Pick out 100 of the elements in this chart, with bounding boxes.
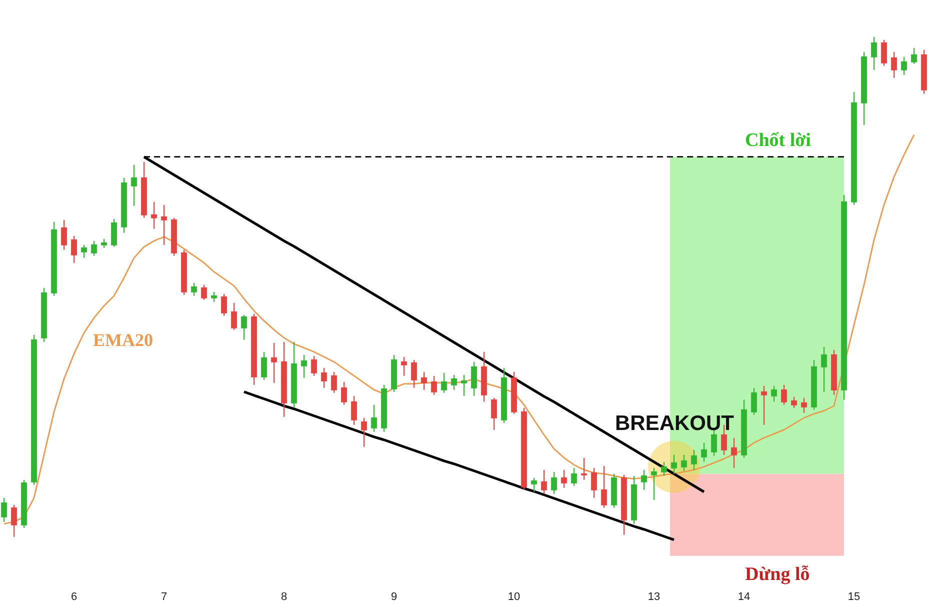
candlestick [241, 314, 247, 340]
x-tick-label: 10 [508, 591, 520, 603]
candlestick [1, 497, 7, 522]
candlestick [31, 334, 37, 486]
candlestick [21, 479, 27, 528]
candlestick [571, 467, 577, 486]
candlestick [91, 240, 97, 256]
candlestick [391, 354, 397, 392]
candlestick [851, 91, 857, 206]
band-label: Dừng lỗ [745, 564, 810, 585]
candlestick [461, 374, 467, 396]
candlestick [521, 407, 527, 490]
x-tick-label: 15 [848, 591, 860, 603]
candlestick [61, 219, 67, 250]
candlestick [171, 217, 177, 256]
candlestick [231, 302, 237, 330]
candlestick [751, 387, 757, 416]
candlestick [371, 404, 377, 432]
candlestick [591, 467, 597, 498]
candlestick [71, 235, 77, 264]
candlestick [831, 349, 837, 396]
candlestick [481, 351, 487, 402]
candlestick [661, 461, 667, 476]
candlestick [541, 469, 547, 494]
candlestick [771, 385, 777, 402]
candlestick [381, 384, 387, 432]
candlestick [471, 361, 477, 396]
candlestick [81, 244, 87, 258]
candlestick [311, 355, 317, 376]
candlestick [761, 385, 767, 426]
candlestick [681, 454, 687, 472]
candlestick [411, 359, 417, 388]
candlestick [791, 396, 797, 408]
candlestick [401, 356, 407, 376]
candlestick [131, 164, 137, 206]
candlestick [701, 442, 707, 462]
x-tick-label: 9 [390, 591, 398, 603]
x-tick-label: 8 [280, 591, 288, 603]
candlestick [531, 477, 537, 492]
series-label: EMA20 [93, 330, 153, 350]
candlestick [431, 375, 437, 396]
x-tick-label: 7 [160, 591, 168, 603]
candlestick [301, 354, 307, 378]
candlestick [491, 397, 497, 430]
x-tick-label: 13 [648, 591, 660, 603]
candlestick [211, 291, 217, 302]
candlestick [821, 346, 827, 392]
candlestick [511, 371, 517, 414]
candlestick [191, 282, 197, 296]
candlestick [671, 454, 677, 474]
x-tick-label: 14 [738, 591, 750, 603]
candlestick [861, 51, 867, 126]
candlestick [291, 341, 297, 408]
candlestick [221, 293, 227, 316]
candlestick [611, 473, 617, 508]
candlestick [101, 238, 107, 248]
candlestick [421, 371, 427, 390]
candlestick [731, 437, 737, 468]
candlestick [451, 374, 457, 390]
candlestick [501, 367, 507, 424]
candlestick [881, 39, 887, 66]
candlestick [51, 221, 57, 296]
candlestick [901, 56, 907, 76]
candlestick [651, 467, 657, 500]
candlestick [41, 287, 47, 342]
candlestick [441, 372, 447, 394]
candlestick [321, 367, 327, 388]
candlestick [151, 201, 157, 230]
candlestick [601, 465, 607, 508]
candlestick [11, 504, 17, 538]
candlestick [181, 249, 187, 296]
candlestick [841, 194, 847, 400]
candlestick [891, 51, 897, 78]
candlestick [281, 341, 287, 418]
candlestick [781, 384, 787, 406]
candlestick [361, 417, 367, 448]
candlestick [691, 449, 697, 470]
candlestick [871, 36, 877, 70]
candlestick [621, 474, 627, 536]
candlestick [261, 351, 267, 380]
candlestick [271, 342, 277, 384]
candlestick [201, 284, 207, 300]
candlestick [351, 395, 357, 426]
candlestick [921, 49, 927, 94]
candlestick [801, 397, 807, 414]
candlestick [111, 218, 117, 248]
candlestick [581, 457, 587, 480]
candlestick [641, 469, 647, 490]
candlestick [631, 475, 637, 524]
annotation: BREAKOUT [615, 412, 734, 435]
candlestick [551, 471, 557, 494]
candlestick [911, 47, 917, 64]
candlestick [341, 381, 347, 406]
x-tick-label: 6 [70, 591, 78, 603]
candlestick [141, 161, 147, 218]
candlestick [121, 177, 127, 234]
candlestick [331, 371, 337, 394]
candlestick [811, 359, 817, 410]
band-label: Chốt lời [745, 130, 811, 151]
candlestick [251, 313, 257, 386]
